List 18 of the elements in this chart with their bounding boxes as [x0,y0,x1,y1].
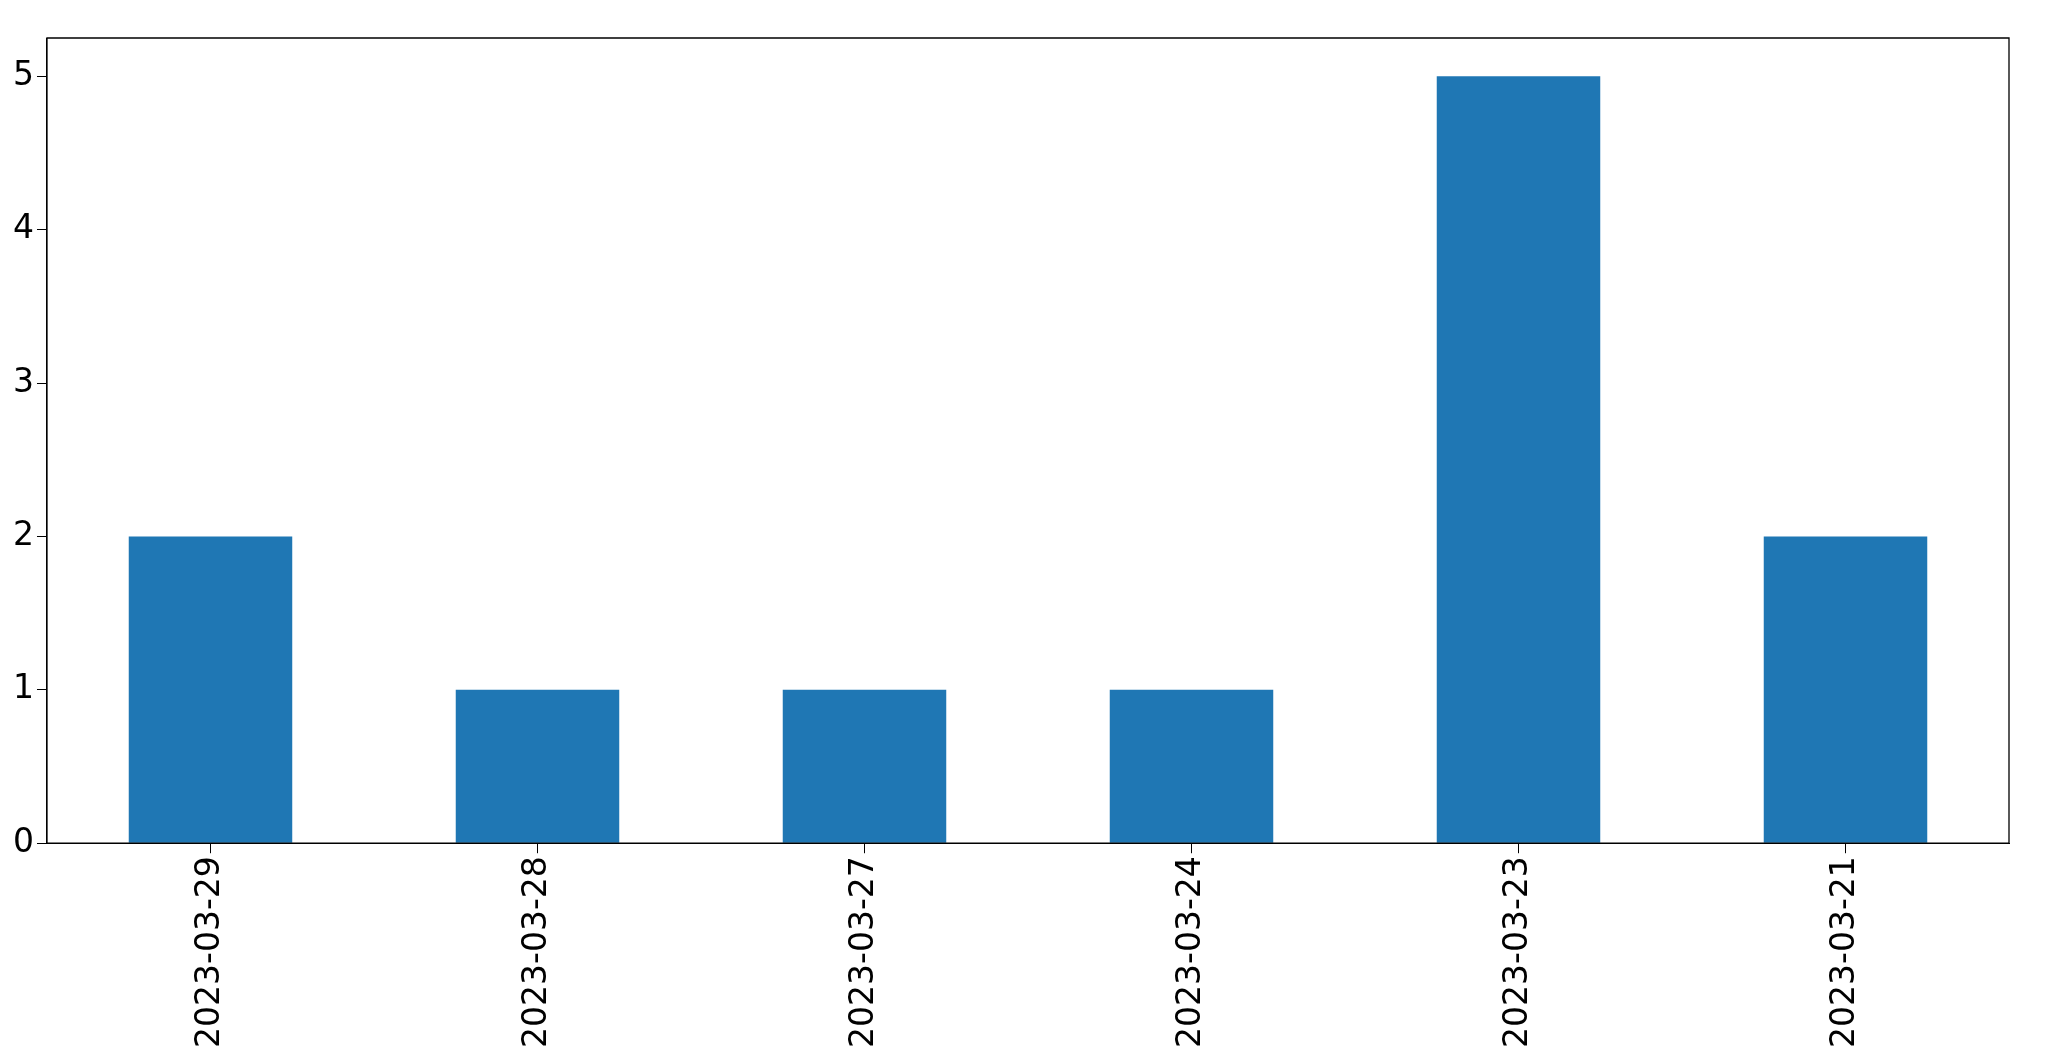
bar [1109,689,1274,843]
bar [1436,76,1601,843]
bar [455,689,620,843]
bar [1763,536,1928,843]
y-tick-label: 3 [13,360,34,400]
y-tick-label: 0 [13,820,34,860]
y-tick-label: 1 [13,667,34,707]
x-tick-label: 2023-03-24 [1169,856,1209,1048]
x-tick-label: 2023-03-27 [842,856,882,1048]
x-tick-label: 2023-03-29 [188,856,228,1048]
x-tick-label: 2023-03-28 [515,856,555,1048]
y-tick-label: 5 [13,53,34,93]
x-tick-label: 2023-03-23 [1496,856,1536,1048]
x-tick-label: 2023-03-21 [1823,856,1863,1048]
y-tick-label: 4 [13,207,34,247]
bar [128,536,293,843]
bar [782,689,947,843]
y-tick-label: 2 [13,514,34,554]
